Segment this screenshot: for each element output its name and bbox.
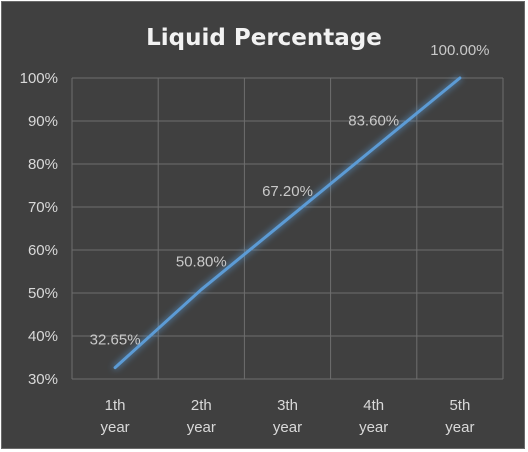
data-label: 32.65% — [90, 332, 141, 349]
x-tick-label: 2th year — [187, 397, 216, 436]
data-label: 83.60% — [348, 113, 399, 130]
chart-title: Liquid Percentage — [146, 25, 382, 51]
x-tick-label: 3th year — [273, 397, 302, 436]
x-tick-label: 1th year — [101, 397, 130, 436]
x-tick-label: 4th year — [359, 397, 388, 436]
y-tick-label: 100% — [20, 70, 58, 87]
y-axis-ticks: 30% 40% 50% 60% 70% 80% 90% 100% — [20, 70, 58, 388]
gridlines — [71, 77, 504, 380]
y-tick-label: 70% — [28, 199, 58, 216]
data-label: 50.80% — [176, 254, 227, 271]
x-tick-label: 5th year — [445, 397, 474, 436]
x-axis-ticks: 1th year 2th year 3th year 4th year 5th year — [101, 397, 475, 436]
y-tick-label: 40% — [28, 328, 58, 345]
series-layer — [113, 76, 462, 370]
data-label: 67.20% — [262, 183, 313, 200]
data-labels: 32.65% 50.80% 67.20% 83.60% 100.00% — [90, 42, 490, 349]
y-tick-label: 60% — [28, 242, 58, 259]
y-tick-label: 50% — [28, 285, 58, 302]
series-line — [113, 76, 462, 370]
y-tick-label: 90% — [28, 113, 58, 130]
data-label: 100.00% — [430, 42, 489, 59]
y-tick-label: 80% — [28, 156, 58, 173]
y-tick-label: 30% — [28, 371, 58, 388]
